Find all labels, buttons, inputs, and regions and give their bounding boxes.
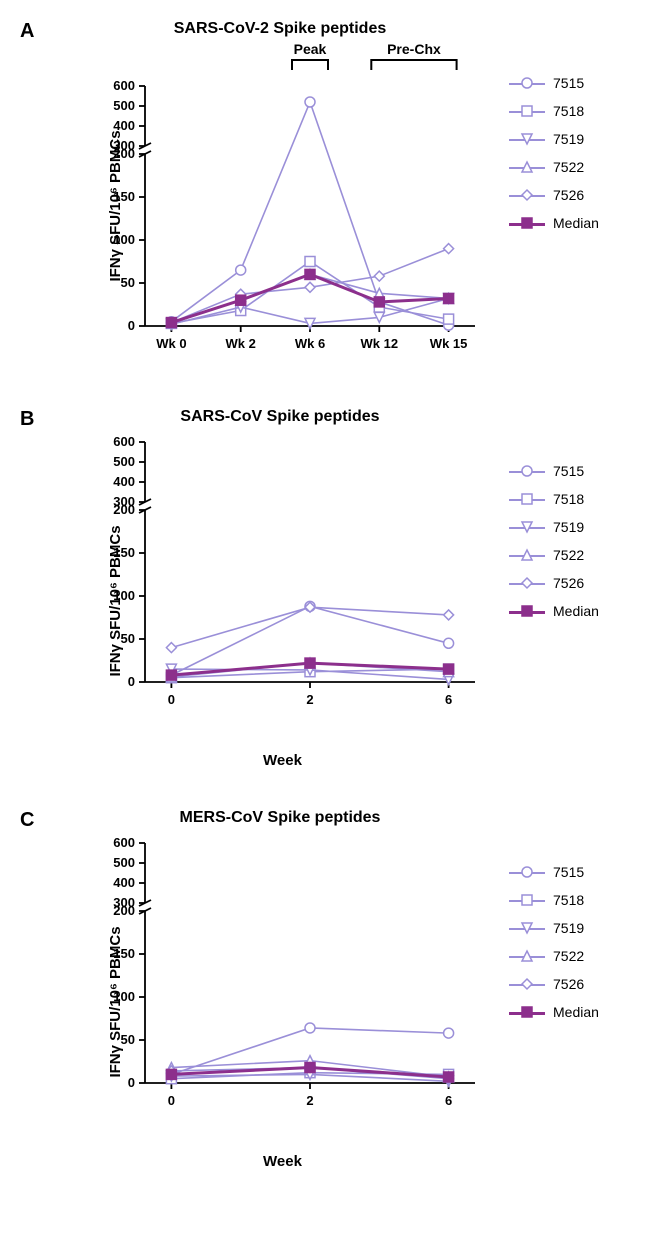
legend-label: 7526 [553, 976, 584, 992]
panel-letter: B [20, 408, 34, 431]
svg-text:600: 600 [113, 835, 135, 850]
legend-label: 7519 [553, 920, 584, 936]
legend-label: 7526 [553, 575, 584, 591]
chart: IFNγ SFU/10⁶ PBMCs0501001502003004005006… [90, 833, 485, 1170]
legend-label: Median [553, 215, 599, 231]
svg-text:400: 400 [113, 875, 135, 890]
legend-item: 7526 [509, 975, 599, 993]
x-axis-label: Week [90, 1153, 475, 1170]
legend-item: 7522 [509, 158, 599, 176]
svg-text:0: 0 [168, 692, 175, 707]
legend-item: Median [509, 1003, 599, 1021]
x-axis-label: Week [90, 752, 475, 769]
legend-item: 7518 [509, 490, 599, 508]
legend-label: 7522 [553, 547, 584, 563]
chart: IFNγ SFU/10⁶ PBMCs0501001502003004005006… [90, 44, 485, 368]
svg-text:2: 2 [306, 692, 313, 707]
svg-text:0: 0 [128, 318, 135, 333]
legend-label: 7526 [553, 187, 584, 203]
panel-A: A SARS-CoV-2 Spike peptides IFNγ SFU/10⁶ P… [20, 20, 630, 368]
panel-letter: A [20, 20, 34, 43]
svg-text:600: 600 [113, 434, 135, 449]
svg-text:6: 6 [445, 692, 452, 707]
legend-item: 7518 [509, 102, 599, 120]
legend-item: 7519 [509, 518, 599, 536]
panel-title: SARS-CoV Spike peptides [90, 408, 470, 426]
legend-item: Median [509, 602, 599, 620]
legend-item: 7515 [509, 74, 599, 92]
legend-item: 7522 [509, 947, 599, 965]
svg-text:Wk 15: Wk 15 [430, 336, 468, 351]
legend-label: 7515 [553, 75, 584, 91]
legend-item: 7526 [509, 574, 599, 592]
legend-item: 7518 [509, 891, 599, 909]
svg-text:Wk 0: Wk 0 [156, 336, 186, 351]
panel-title: SARS-CoV-2 Spike peptides [90, 20, 470, 38]
panel-letter: C [20, 809, 34, 832]
legend: 7515 7518 7519 7522 7526 Median [509, 833, 599, 1031]
y-axis-label: IFNγ SFU/10⁶ PBMCs [107, 525, 124, 676]
legend-label: 7522 [553, 159, 584, 175]
svg-text:500: 500 [113, 98, 135, 113]
legend-item: 7522 [509, 546, 599, 564]
svg-text:0: 0 [168, 1093, 175, 1108]
svg-text:6: 6 [445, 1093, 452, 1108]
svg-text:Wk 2: Wk 2 [226, 336, 256, 351]
legend-label: 7519 [553, 519, 584, 535]
svg-text:300: 300 [113, 895, 135, 910]
legend: 7515 7518 7519 7522 7526 Median [509, 432, 599, 630]
legend-label: 7519 [553, 131, 584, 147]
svg-text:400: 400 [113, 474, 135, 489]
legend-label: 7522 [553, 948, 584, 964]
svg-text:0: 0 [128, 674, 135, 689]
legend-label: 7518 [553, 491, 584, 507]
svg-text:0: 0 [128, 1075, 135, 1090]
legend-item: 7515 [509, 462, 599, 480]
legend-item: 7515 [509, 863, 599, 881]
svg-text:500: 500 [113, 855, 135, 870]
legend-item: 7526 [509, 186, 599, 204]
svg-text:300: 300 [113, 494, 135, 509]
svg-text:Pre-Chx: Pre-Chx [387, 44, 441, 57]
legend-item: 7519 [509, 130, 599, 148]
svg-text:Peak: Peak [294, 44, 327, 57]
svg-text:Wk 12: Wk 12 [361, 336, 399, 351]
svg-text:600: 600 [113, 78, 135, 93]
legend-label: 7518 [553, 892, 584, 908]
panel-title: MERS-CoV Spike peptides [90, 809, 470, 827]
legend-label: 7515 [553, 463, 584, 479]
chart: IFNγ SFU/10⁶ PBMCs0501001502003004005006… [90, 432, 485, 769]
panel-C: C MERS-CoV Spike peptides IFNγ SFU/10⁶ PBM… [20, 809, 630, 1170]
legend-label: 7515 [553, 864, 584, 880]
svg-text:Wk 6: Wk 6 [295, 336, 325, 351]
legend-label: Median [553, 1004, 599, 1020]
y-axis-label: IFNγ SFU/10⁶ PBMCs [107, 130, 124, 281]
y-axis-label: IFNγ SFU/10⁶ PBMCs [107, 926, 124, 1077]
panel-B: B SARS-CoV Spike peptides IFNγ SFU/10⁶ PBM… [20, 408, 630, 769]
svg-text:2: 2 [306, 1093, 313, 1108]
legend: 7515 7518 7519 7522 7526 Median [509, 44, 599, 242]
legend-item: 7519 [509, 919, 599, 937]
svg-text:500: 500 [113, 454, 135, 469]
legend-label: Median [553, 603, 599, 619]
legend-item: Median [509, 214, 599, 232]
legend-label: 7518 [553, 103, 584, 119]
